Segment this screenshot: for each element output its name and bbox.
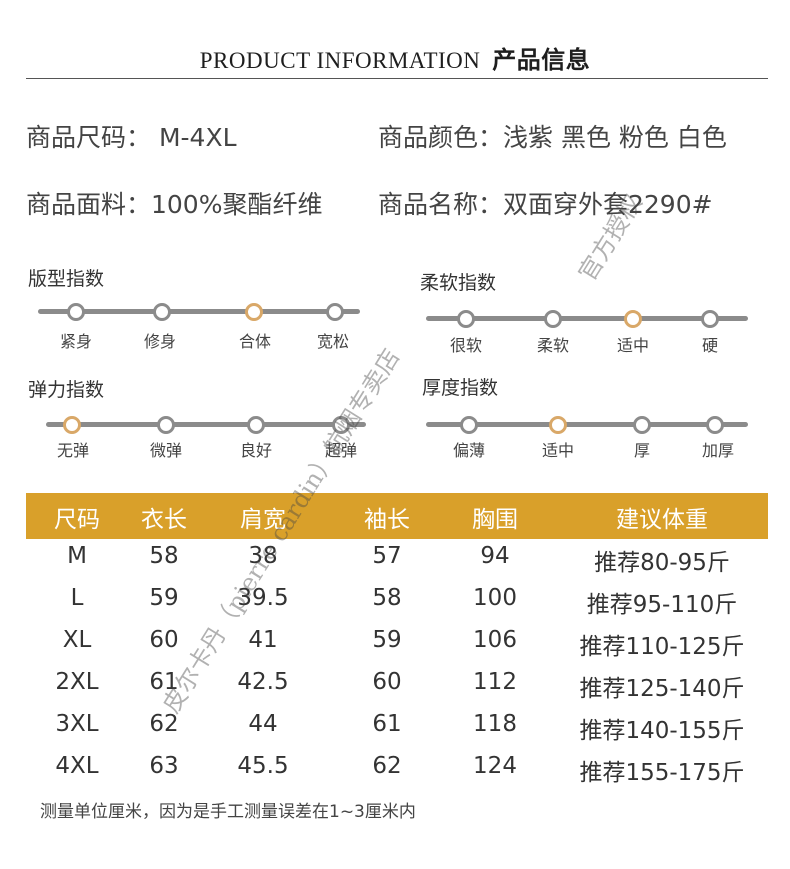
scale-label: 硬 [701, 336, 718, 355]
scale-dot [326, 303, 344, 321]
table-cell: 44 [248, 711, 278, 737]
table-cell: 124 [473, 753, 517, 779]
header-divider [26, 78, 768, 79]
scale-label: 厚 [633, 441, 650, 460]
scale-dot [701, 310, 719, 328]
table-cell: 63 [149, 753, 179, 779]
title-zh: 产品信息 [492, 46, 591, 74]
table-cell: 38 [248, 543, 278, 569]
scale-track [426, 422, 748, 427]
table-cell: M [67, 543, 87, 569]
table-cell: 42.5 [237, 669, 289, 695]
scale-title: 版型指数 [28, 268, 105, 290]
scale-label: 修身 [143, 332, 176, 351]
scale-dot-selected [245, 303, 263, 321]
column-header: 肩宽 [240, 507, 286, 533]
scale-dot [67, 303, 85, 321]
table-cell: 60 [149, 627, 179, 653]
column-header: 胸围 [472, 507, 518, 533]
scale-label: 加厚 [701, 441, 734, 460]
scale-label: 良好 [239, 441, 272, 460]
table-cell: 58 [372, 585, 402, 611]
table-cell: 60 [372, 669, 402, 695]
table-header-bar [26, 493, 768, 539]
table-cell: XL [62, 627, 92, 653]
table-cell: 推荐80-95斤 [594, 550, 730, 576]
scale-dot [633, 416, 651, 434]
scale-label: 偏薄 [452, 441, 485, 460]
table-cell: 100 [473, 585, 517, 611]
scale-label: 宽松 [316, 332, 349, 351]
scale-title: 厚度指数 [422, 377, 499, 399]
column-header: 建议体重 [616, 507, 708, 533]
table-cell: 推荐125-140斤 [579, 676, 745, 702]
column-header: 尺码 [54, 507, 100, 533]
column-header: 衣长 [141, 507, 187, 533]
info-name: 商品名称：双面穿外套2290# [378, 190, 713, 219]
scale-track [38, 309, 360, 314]
page-title: PRODUCT INFORMATION 产品信息 [0, 40, 790, 75]
scale-title: 弹力指数 [28, 379, 105, 401]
scale-track [426, 316, 748, 321]
table-cell: 61 [372, 711, 402, 737]
scale-dot [460, 416, 478, 434]
table-cell: 118 [473, 711, 517, 737]
scale-dot [332, 416, 350, 434]
scale-dot [544, 310, 562, 328]
scale-label: 适中 [616, 336, 649, 355]
scale-dot [457, 310, 475, 328]
scale-label: 适中 [541, 441, 574, 460]
table-cell: L [70, 585, 84, 611]
table-cell: 推荐140-155斤 [579, 718, 745, 744]
scale-dot [247, 416, 265, 434]
scale-label: 柔软 [536, 336, 569, 355]
table-cell: 推荐155-175斤 [579, 760, 745, 786]
table-cell: 39.5 [237, 585, 289, 611]
table-cell: 62 [372, 753, 402, 779]
table-cell: 94 [480, 543, 510, 569]
table-cell: 45.5 [237, 753, 289, 779]
scale-label: 合体 [238, 332, 271, 351]
table-cell: 106 [473, 627, 517, 653]
scale-label: 超弹 [324, 441, 357, 460]
column-header: 袖长 [364, 507, 410, 533]
table-cell: 推荐110-125斤 [579, 634, 745, 660]
table-cell: 62 [149, 711, 179, 737]
table-cell: 58 [149, 543, 179, 569]
table-cell: 57 [372, 543, 402, 569]
scale-dot [706, 416, 724, 434]
table-cell: 61 [149, 669, 179, 695]
table-cell: 59 [372, 627, 402, 653]
info-fabric: 商品面料：100%聚酯纤维 [26, 190, 323, 219]
info-size: 商品尺码： M-4XL [26, 123, 237, 152]
measurement-note: 测量单位厘米，因为是手工测量误差在1~3厘米内 [40, 802, 416, 822]
table-cell: 4XL [55, 753, 99, 779]
info-color: 商品颜色：浅紫 黑色 粉色 白色 [378, 123, 727, 152]
scale-label: 很软 [449, 336, 482, 355]
scale-title: 柔软指数 [420, 272, 497, 294]
scale-track [46, 422, 366, 427]
title-en: PRODUCT INFORMATION [199, 48, 481, 73]
table-cell: 推荐95-110斤 [586, 592, 738, 618]
table-cell: 41 [248, 627, 278, 653]
scale-label: 微弹 [149, 441, 182, 460]
table-cell: 2XL [55, 669, 99, 695]
scale-dot [153, 303, 171, 321]
scale-dot-selected [63, 416, 81, 434]
table-cell: 112 [473, 669, 517, 695]
scale-dot-selected [624, 310, 642, 328]
scale-label: 紧身 [59, 332, 92, 351]
table-cell: 59 [149, 585, 179, 611]
scale-label: 无弹 [56, 441, 89, 460]
scale-dot [157, 416, 175, 434]
scale-dot-selected [549, 416, 567, 434]
table-cell: 3XL [55, 711, 99, 737]
